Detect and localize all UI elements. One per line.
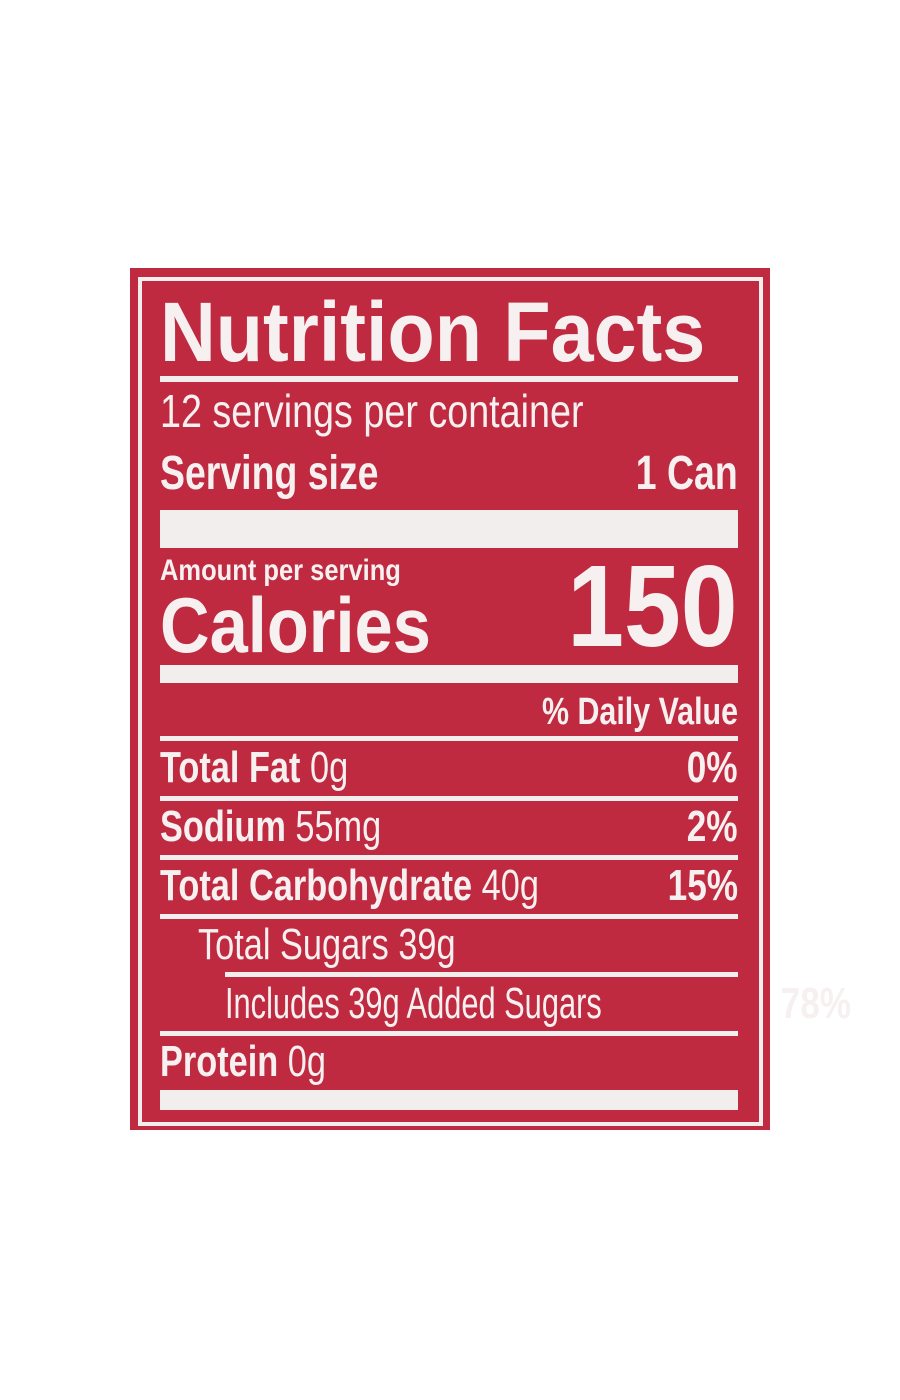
bottom-bar — [160, 1090, 738, 1110]
nutrient-row-total-sugars: Total Sugars 39g — [198, 923, 738, 967]
nutrient-name: Total Sugars — [198, 920, 389, 969]
nutrient-name: Total Fat — [160, 743, 301, 792]
nutrient-amount: 55mg — [295, 802, 382, 851]
serving-size-row: Serving size 1 Can — [160, 450, 738, 498]
nutrient-amount: 0g — [287, 1037, 326, 1086]
nutrient-dv: 2% — [687, 802, 738, 851]
nutrient-name: Sodium — [160, 802, 286, 851]
servings-per-container: 12 servings per container — [160, 385, 584, 437]
amount-per-serving-row: Amount per serving — [160, 556, 738, 586]
thick-bar — [160, 510, 738, 548]
divider — [160, 1031, 738, 1036]
divider — [225, 972, 738, 977]
calories-value: 150 — [567, 541, 738, 671]
label-title: Nutrition Facts — [160, 285, 706, 379]
daily-value-row: % Daily Value — [160, 693, 738, 731]
divider — [160, 914, 738, 919]
nutrient-name: Protein — [160, 1037, 279, 1086]
calories-label: Calories — [160, 581, 431, 669]
nutrient-dv: 0% — [687, 743, 738, 792]
calories-value-row: 150 — [530, 548, 738, 664]
daily-value-header: % Daily Value — [541, 691, 738, 733]
servings-row: 12 servings per container — [160, 388, 738, 434]
nutrient-amount: 40g — [481, 861, 539, 910]
divider — [160, 796, 738, 801]
nutrient-amount: 39g — [398, 920, 456, 969]
nutrient-name: Total Carbohydrate — [160, 861, 473, 910]
nutrient-row-protein: Protein 0g — [160, 1040, 738, 1084]
nutrient-row-sodium: Sodium 55mg 2% — [160, 805, 738, 849]
label-border — [138, 277, 763, 1126]
nutrient-row-total-carbohydrate: Total Carbohydrate 40g 15% — [160, 864, 738, 908]
nutrition-facts-label — [130, 268, 770, 1130]
title-row: Nutrition Facts — [160, 290, 738, 374]
serving-size-value: 1 Can — [636, 447, 738, 500]
nutrient-row-added-sugars: Includes 39g Added Sugars 78% — [225, 979, 851, 1028]
divider — [160, 855, 738, 860]
calories-row: Calories — [160, 586, 520, 664]
divider — [160, 736, 738, 741]
nutrient-dv: 15% — [667, 861, 738, 910]
amount-per-serving: Amount per serving — [160, 554, 401, 587]
nutrient-row-total-fat: Total Fat 0g 0% — [160, 746, 738, 790]
nutrient-dv: 78% — [780, 979, 852, 1028]
serving-size-label: Serving size — [160, 447, 379, 500]
nutrient-amount: 0g — [309, 743, 349, 792]
nutrient-name: Includes 39g Added Sugars — [225, 979, 602, 1028]
medium-bar — [160, 665, 738, 683]
divider — [160, 376, 738, 382]
